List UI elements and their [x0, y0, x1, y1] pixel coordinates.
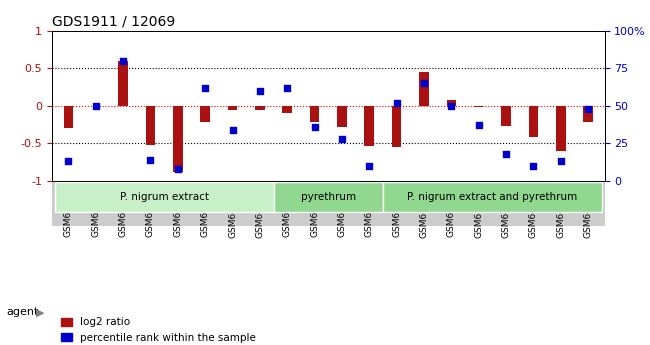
- FancyBboxPatch shape: [55, 182, 274, 212]
- Bar: [146, 106, 155, 145]
- Point: [63, 158, 73, 164]
- Point: [583, 106, 593, 111]
- Bar: [365, 106, 374, 146]
- Bar: [447, 100, 456, 106]
- Bar: [173, 106, 183, 172]
- Text: P. nigrum extract: P. nigrum extract: [120, 191, 209, 201]
- Point: [337, 136, 347, 141]
- Point: [255, 88, 265, 93]
- Point: [501, 151, 512, 157]
- Bar: [118, 61, 128, 106]
- Point: [145, 157, 155, 162]
- Point: [364, 163, 374, 168]
- Point: [556, 158, 566, 164]
- Bar: [474, 106, 484, 107]
- Bar: [200, 106, 210, 122]
- Bar: [310, 106, 319, 122]
- Point: [419, 81, 429, 86]
- Point: [309, 124, 320, 130]
- Point: [173, 166, 183, 171]
- Bar: [227, 106, 237, 110]
- Bar: [392, 106, 402, 147]
- Point: [200, 85, 211, 91]
- Text: agent: agent: [6, 307, 39, 317]
- Bar: [528, 106, 538, 137]
- Point: [391, 100, 402, 106]
- Bar: [64, 106, 73, 128]
- Legend: log2 ratio, percentile rank within the sample: log2 ratio, percentile rank within the s…: [57, 313, 260, 345]
- Text: ▶: ▶: [36, 307, 44, 317]
- Bar: [501, 106, 511, 126]
- Point: [446, 103, 456, 109]
- Text: P. nigrum extract and pyrethrum: P. nigrum extract and pyrethrum: [408, 191, 577, 201]
- Point: [90, 103, 101, 109]
- Point: [227, 127, 238, 132]
- Text: pyrethrum: pyrethrum: [301, 191, 356, 201]
- Bar: [255, 106, 265, 110]
- FancyBboxPatch shape: [274, 182, 383, 212]
- Bar: [556, 106, 566, 151]
- Point: [473, 122, 484, 128]
- Bar: [337, 106, 346, 127]
- Bar: [583, 106, 593, 122]
- Point: [282, 85, 293, 91]
- FancyBboxPatch shape: [383, 182, 602, 212]
- Text: GDS1911 / 12069: GDS1911 / 12069: [52, 14, 176, 29]
- Bar: [283, 106, 292, 113]
- Point: [528, 163, 539, 168]
- Point: [118, 58, 128, 64]
- Bar: [419, 72, 429, 106]
